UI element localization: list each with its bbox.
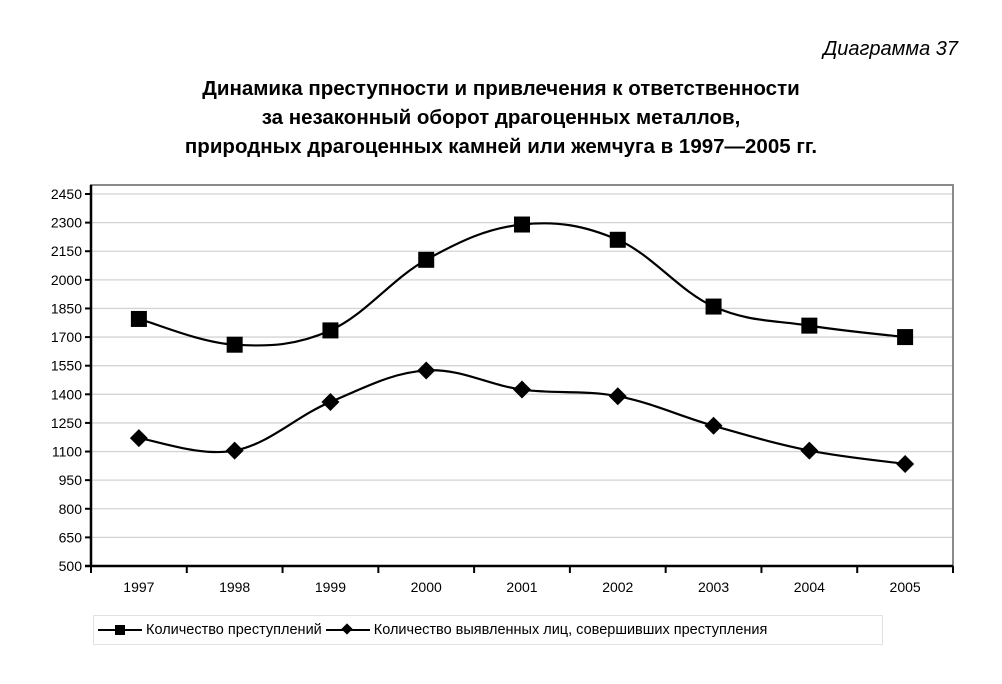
y-tick-label: 1100 [52, 444, 82, 460]
square-marker [514, 216, 530, 233]
x-axis: 1997 1998 1999 2000 2001 2002 2003 2004 2005 [85, 564, 954, 595]
y-tick-label: 650 [59, 529, 83, 545]
series-line [138, 222, 906, 347]
diamond-marker-icon [325, 623, 370, 637]
legend-label: Количество выявленных лиц, совершивших п… [373, 622, 768, 638]
chart-title-line-1: Динамика преступности и привлечения к от… [202, 77, 800, 100]
square-marker [322, 322, 339, 339]
diamond-marker [608, 387, 627, 406]
diamond-marker [704, 416, 723, 435]
x-tick-label: 1997 [123, 579, 154, 595]
chart-title-line-2: за незаконный оборот драгоценных металло… [261, 106, 741, 129]
x-tick-label: 2003 [698, 579, 729, 595]
legend-item-crimes: Количество преступлений [98, 622, 322, 638]
x-tick-label: 2001 [506, 579, 537, 595]
diamond-marker [129, 429, 148, 448]
legend: Количество преступлений Количество выявл… [93, 615, 883, 645]
x-tick-label: 1999 [315, 579, 346, 595]
legend-item-persons: Количество выявленных лиц, совершивших п… [325, 622, 768, 638]
square-marker [609, 231, 626, 248]
y-tick-label: 2450 [51, 186, 82, 202]
y-tick-label: 2150 [51, 243, 82, 259]
square-marker [226, 336, 243, 353]
y-tick-label: 1850 [51, 300, 82, 316]
diamond-marker [225, 441, 244, 460]
diamond-marker [896, 454, 915, 473]
square-marker [897, 329, 914, 346]
y-tick-label: 1250 [51, 415, 82, 431]
y-tick-label: 2000 [51, 272, 82, 288]
y-tick-label: 500 [59, 558, 83, 574]
diamond-marker [321, 392, 340, 411]
x-tick-label: 2004 [794, 579, 825, 595]
diamond-marker [513, 380, 531, 399]
x-tick-label: 1998 [219, 579, 250, 595]
diagram-number: Диаграмма 37 [823, 38, 958, 60]
y-tick-label: 1700 [51, 329, 82, 345]
square-marker [705, 298, 722, 315]
x-tick-label: 2005 [890, 579, 921, 595]
series-lines [129, 216, 915, 473]
y-tick-label: 950 [59, 472, 83, 488]
x-tick-label: 2002 [602, 579, 633, 595]
legend-label: Количество преступлений [146, 622, 322, 638]
chart-title: Динамика преступности и привлечения к от… [0, 74, 1002, 161]
y-tick-label: 2300 [51, 215, 82, 231]
square-marker [418, 251, 435, 268]
diamond-marker [417, 361, 436, 380]
y-axis: 500 650 800 950 1100 1250 1400 1550 1700 1850 2000… [51, 185, 93, 574]
chart-title-line-3: природных драгоценных камней или жемчуга… [184, 135, 818, 158]
diamond-marker [800, 441, 819, 460]
square-marker-icon [98, 623, 142, 637]
y-tick-label: 1550 [51, 358, 82, 374]
gridlines [91, 193, 953, 539]
y-tick-label: 1400 [51, 386, 82, 402]
square-marker [801, 317, 818, 334]
square-marker [130, 310, 147, 327]
x-tick-label: 2000 [411, 579, 442, 595]
y-tick-label: 800 [59, 501, 83, 517]
